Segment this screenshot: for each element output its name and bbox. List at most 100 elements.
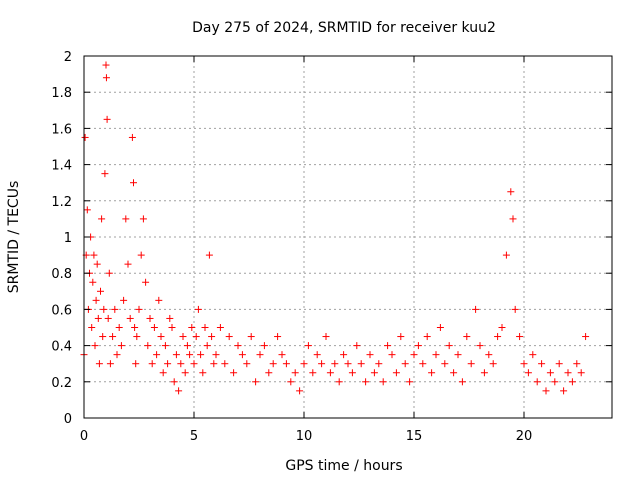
data-point bbox=[419, 360, 427, 368]
data-point bbox=[428, 369, 436, 377]
y-tick-label: 0.2 bbox=[51, 376, 72, 391]
y-tick-label: 1.4 bbox=[51, 159, 72, 174]
data-point bbox=[379, 378, 387, 386]
chart-title: Day 275 of 2024, SRMTID for receiver kuu… bbox=[192, 20, 496, 36]
data-point bbox=[300, 360, 308, 368]
data-point bbox=[274, 333, 282, 341]
data-point bbox=[445, 342, 453, 350]
data-point bbox=[199, 369, 207, 377]
data-point bbox=[148, 360, 156, 368]
y-tick-label: 1.8 bbox=[51, 86, 72, 101]
data-point bbox=[406, 378, 414, 386]
grid bbox=[84, 56, 612, 418]
data-point bbox=[144, 342, 152, 350]
data-point bbox=[454, 351, 462, 359]
data-point bbox=[111, 305, 119, 313]
data-point bbox=[340, 351, 348, 359]
data-point bbox=[309, 369, 317, 377]
data-point bbox=[166, 314, 174, 322]
data-point bbox=[216, 324, 224, 331]
data-point bbox=[133, 333, 141, 341]
data-point bbox=[238, 351, 246, 359]
data-point bbox=[157, 333, 165, 341]
data-point bbox=[467, 360, 475, 368]
data-point bbox=[485, 351, 493, 359]
data-point bbox=[137, 251, 145, 259]
data-point bbox=[353, 342, 361, 350]
x-tick-label: 20 bbox=[516, 429, 533, 444]
data-point bbox=[401, 360, 409, 368]
data-point bbox=[192, 333, 200, 341]
y-axis-label: SRMTID / TECUs bbox=[6, 181, 22, 294]
data-point bbox=[291, 369, 299, 377]
data-point bbox=[179, 333, 187, 341]
data-point bbox=[139, 215, 147, 223]
data-point bbox=[105, 269, 113, 277]
data-point bbox=[489, 360, 497, 368]
data-point bbox=[113, 351, 121, 359]
data-point bbox=[480, 369, 488, 377]
data-point bbox=[476, 342, 484, 350]
data-point bbox=[175, 387, 183, 395]
y-tick-label: 1.2 bbox=[51, 195, 72, 210]
data-point bbox=[102, 74, 110, 82]
data-point bbox=[91, 342, 99, 350]
data-point bbox=[83, 206, 91, 214]
data-point bbox=[177, 360, 185, 368]
data-point bbox=[190, 360, 198, 368]
data-point bbox=[397, 333, 405, 341]
data-point bbox=[130, 179, 137, 187]
data-point bbox=[106, 360, 114, 368]
data-point bbox=[313, 351, 321, 359]
x-axis-label: GPS time / hours bbox=[285, 458, 402, 474]
data-point bbox=[212, 351, 220, 359]
data-point bbox=[135, 305, 143, 313]
y-tick-label: 0 bbox=[64, 412, 72, 427]
data-point bbox=[384, 342, 392, 350]
data-point bbox=[362, 378, 370, 386]
data-point bbox=[99, 333, 107, 341]
data-point bbox=[104, 314, 112, 322]
data-point bbox=[188, 324, 196, 331]
data-point bbox=[542, 387, 550, 395]
data-point bbox=[520, 360, 528, 368]
data-point bbox=[507, 188, 515, 196]
data-point bbox=[117, 342, 125, 350]
data-point bbox=[366, 351, 374, 359]
data-point bbox=[115, 324, 123, 331]
data-point bbox=[582, 333, 590, 341]
data-point bbox=[81, 133, 89, 141]
data-point bbox=[186, 351, 194, 359]
data-point bbox=[260, 342, 268, 350]
data-point bbox=[201, 324, 209, 331]
data-point bbox=[88, 324, 96, 331]
data-point bbox=[524, 369, 532, 377]
data-point bbox=[450, 369, 458, 377]
data-point bbox=[90, 251, 98, 259]
x-tick-label: 15 bbox=[406, 429, 423, 444]
data-point bbox=[170, 378, 178, 386]
data-point bbox=[150, 324, 158, 331]
data-point bbox=[98, 215, 106, 223]
data-point bbox=[252, 378, 260, 386]
data-point bbox=[161, 342, 169, 350]
y-tick-label: 0.4 bbox=[51, 340, 72, 355]
data-point bbox=[573, 360, 581, 368]
x-tick-label: 5 bbox=[190, 429, 198, 444]
data-point bbox=[101, 170, 109, 178]
data-point bbox=[109, 333, 117, 341]
data-point bbox=[282, 360, 290, 368]
data-point bbox=[124, 260, 132, 268]
data-point bbox=[357, 360, 365, 368]
x-tick-label: 10 bbox=[296, 429, 313, 444]
data-point bbox=[132, 360, 140, 368]
y-tick-label: 1.6 bbox=[51, 122, 72, 137]
data-point bbox=[197, 351, 205, 359]
data-point bbox=[221, 360, 229, 368]
data-point bbox=[326, 369, 334, 377]
data-point bbox=[208, 333, 216, 341]
data-point bbox=[516, 333, 524, 341]
data-point bbox=[432, 351, 440, 359]
data-point bbox=[247, 333, 255, 341]
data-point bbox=[155, 296, 163, 304]
